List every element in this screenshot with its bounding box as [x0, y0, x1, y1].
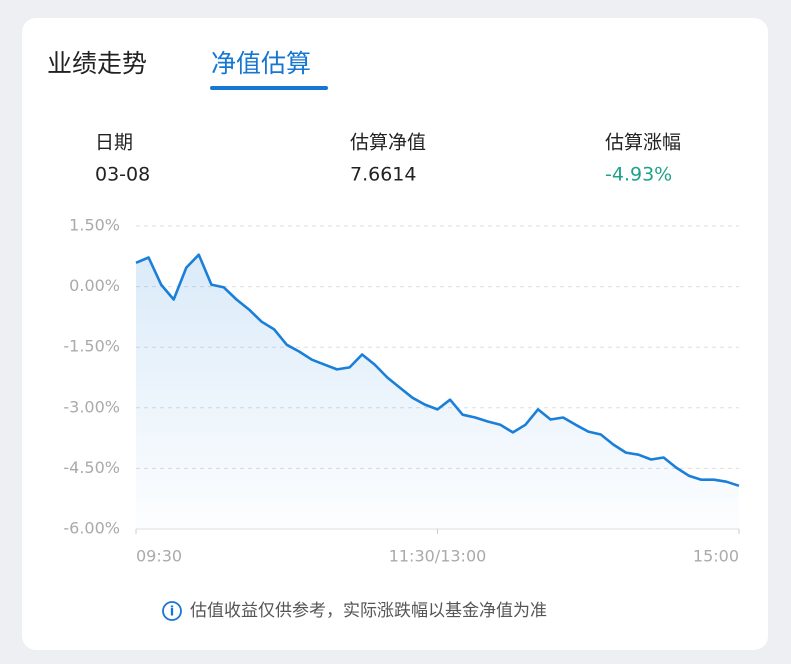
x-tick-label: 15:00 [693, 547, 739, 566]
summary-value: 03-08 [95, 164, 150, 186]
area-fill [136, 254, 739, 529]
y-tick-label: -3.00% [63, 397, 120, 416]
x-tick-label: 09:30 [136, 547, 182, 566]
tab-underline [210, 86, 328, 90]
y-tick-label: -6.00% [63, 519, 120, 538]
tab[interactable]: 业绩走势 [47, 49, 147, 78]
line-series [135, 253, 740, 488]
summary-label: 日期 [95, 132, 133, 154]
info-icon-glyph: i [170, 605, 174, 620]
y-tick-label: -4.50% [63, 458, 120, 477]
note: 估值收益仅供参考，实际涨跌幅以基金净值为准 [190, 601, 547, 621]
summary-value: -4.93% [605, 164, 672, 186]
y-tick-label: 1.50% [69, 216, 120, 235]
info-icon [162, 601, 182, 621]
y-tick-label: -1.50% [63, 337, 120, 356]
tab-active[interactable]: 净值估算 [211, 49, 311, 78]
summary-label: 估算净值 [350, 132, 426, 154]
summary-value: 7.6614 [350, 164, 416, 186]
y-tick-label: 0.00% [69, 276, 120, 295]
summary-label: 估算涨幅 [605, 132, 681, 154]
x-tick-label: 11:30/13:00 [389, 547, 487, 566]
